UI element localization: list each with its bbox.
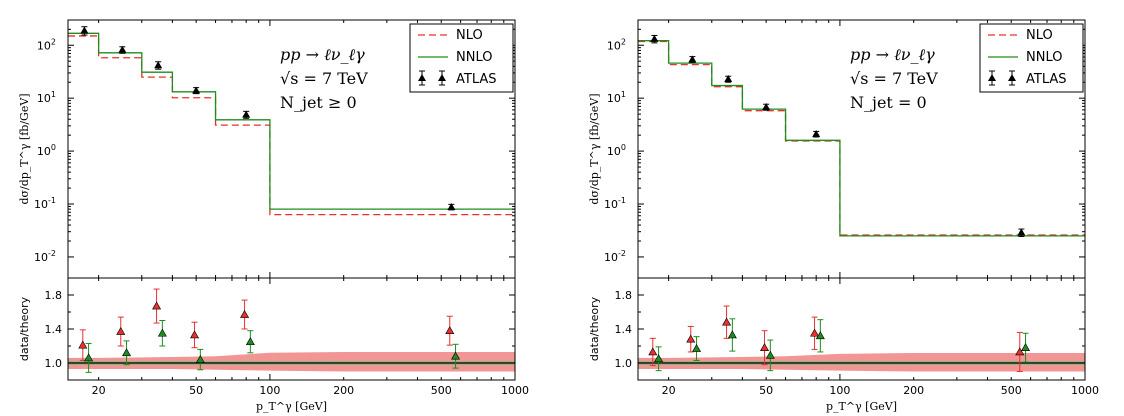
atlas-point (154, 61, 163, 69)
atlas-point (192, 86, 201, 94)
x-tick-label: 100 (829, 384, 850, 397)
process-label: pp → ℓν_ℓγ (280, 45, 365, 64)
ratio_nnlo-point (727, 330, 737, 339)
x-tick-label: 500 (1001, 384, 1022, 397)
atlas-point (650, 34, 659, 42)
x-axis-label: p_T^γ [GeV] (826, 400, 897, 413)
histogram-nnlo (638, 40, 1085, 237)
ratio_nnlo-point (157, 328, 167, 337)
x-tick-label: 500 (431, 384, 452, 397)
ratio_nlo-point (722, 317, 732, 326)
ratio_nlo-point (1015, 347, 1025, 356)
ratio_nnlo-point (245, 337, 255, 346)
x-tick-label: 50 (189, 384, 203, 397)
ratio_nnlo-point (692, 343, 702, 352)
x-tick-label: 1000 (1071, 384, 1099, 397)
y-tick-label: 10-2 (604, 249, 626, 264)
ratio_nlo-point (810, 328, 820, 337)
atlas-point (447, 202, 456, 210)
energy-label: √s = 7 TeV (850, 69, 938, 88)
ratio_nnlo-point (654, 354, 664, 363)
y-tick-label: 100 (607, 143, 626, 158)
ratio_nnlo-point (84, 353, 94, 362)
atlas-point (1017, 228, 1026, 236)
ratio_nlo-point (116, 326, 126, 335)
legend-atlas-label: ATLAS (456, 72, 497, 87)
legend-nnlo-label: NNLO (1026, 50, 1062, 65)
ratio-tick-label: 1.4 (45, 323, 63, 336)
legend-box (979, 23, 1084, 93)
ratio-axis-label: data/theory (588, 296, 601, 361)
atlas-point (688, 55, 697, 63)
histogram-nnlo (68, 32, 515, 210)
atlas-point (762, 103, 771, 111)
legend-atlas-label: ATLAS (1026, 72, 1067, 87)
ratio-bands (638, 352, 1085, 372)
ratio_nlo-point (760, 343, 770, 352)
ratio_nnlo-point (765, 350, 775, 359)
ratio_nlo-point (686, 334, 696, 343)
legend-nlo-label: NLO (456, 28, 483, 43)
legend-atlas-marker (1008, 74, 1016, 81)
ratio_nnlo-point (1021, 343, 1031, 352)
ratio_nlo-point (78, 340, 88, 349)
ratio-tick-label: 1.0 (45, 357, 63, 370)
legend-box (409, 23, 514, 93)
ratio-tick-label: 1.0 (615, 357, 633, 370)
ratio-axis-label: data/theory (18, 296, 31, 361)
y-tick-label: 102 (37, 37, 56, 52)
y-tick-label: 10-1 (34, 196, 56, 211)
x-tick-label: 1000 (501, 384, 529, 397)
legend-atlas-marker (988, 74, 996, 81)
x-tick-label: 20 (92, 384, 106, 397)
atlas-point (118, 45, 127, 53)
y-tick-label: 102 (607, 37, 626, 52)
ratio-bands (68, 351, 515, 372)
atlas-point (80, 26, 89, 34)
y-tick-label: 10-1 (604, 196, 626, 211)
atlas-point (724, 75, 733, 83)
y-axis-label: dσ/dp_T^γ [fb/GeV] (588, 93, 601, 204)
x-tick-label: 20 (662, 384, 676, 397)
ratio_nlo-point (648, 347, 658, 356)
ratio-tick-label: 1.8 (45, 289, 63, 302)
njet-label: N_jet = 0 (850, 93, 927, 112)
y-axis-label: dσ/dp_T^γ [fb/GeV] (18, 93, 31, 204)
ratio-tick-label: 1.4 (615, 323, 633, 336)
y-tick-label: 101 (607, 90, 626, 105)
legend-nnlo-label: NNLO (456, 50, 492, 65)
process-label: pp → ℓν_ℓγ (850, 45, 935, 64)
x-tick-label: 200 (333, 384, 354, 397)
legend-atlas-marker (438, 74, 446, 81)
x-tick-label: 50 (759, 384, 773, 397)
ratio_nnlo-point (195, 354, 205, 363)
x-tick-label: 100 (259, 384, 280, 397)
y-tick-label: 100 (37, 143, 56, 158)
y-tick-label: 101 (37, 90, 56, 105)
ratio_nlo-point (152, 301, 162, 310)
x-axis-label: p_T^γ [GeV] (256, 400, 327, 413)
energy-label: √s = 7 TeV (280, 69, 368, 88)
x-tick-label: 200 (903, 384, 924, 397)
ratio_nlo-point (445, 326, 455, 335)
ratio_nnlo-point (451, 351, 461, 360)
atlas-point (812, 130, 821, 138)
njet-label: N_jet ≥ 0 (280, 93, 357, 112)
chart-panel-1: 20 50 100 200 500 1000 102 101 100 10-1 10-2 1.8 1.4… (588, 19, 1099, 413)
legend-nlo-label: NLO (1026, 28, 1053, 43)
chart-panel-0: 20 50 100 200 500 1000 102 101 100 10-1 10-2 1.8 1.4… (18, 19, 529, 413)
y-tick-label: 10-2 (34, 249, 56, 264)
main-plot-area (68, 32, 515, 216)
ratio_nnlo-point (815, 331, 825, 340)
ratio_nlo-point (190, 330, 200, 339)
ratio_nnlo-point (122, 348, 132, 357)
legend-atlas-marker (418, 74, 426, 81)
main-plot-area (638, 40, 1085, 237)
atlas-point (242, 110, 251, 118)
ratio_nlo-point (240, 309, 250, 318)
ratio-tick-label: 1.8 (615, 289, 633, 302)
